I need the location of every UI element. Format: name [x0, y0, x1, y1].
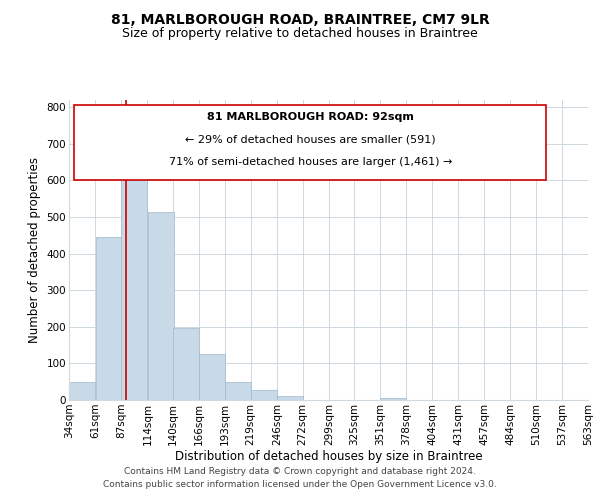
Y-axis label: Number of detached properties: Number of detached properties: [28, 157, 41, 343]
Bar: [173, 328, 199, 400]
Text: Size of property relative to detached houses in Braintree: Size of property relative to detached ho…: [122, 28, 478, 40]
Text: 71% of semi-detached houses are larger (1,461) →: 71% of semi-detached houses are larger (…: [169, 157, 452, 167]
FancyBboxPatch shape: [74, 104, 547, 180]
Bar: [199, 354, 224, 400]
Text: Contains public sector information licensed under the Open Government Licence v3: Contains public sector information licen…: [103, 480, 497, 489]
Bar: [121, 156, 147, 400]
Bar: [96, 237, 122, 400]
Bar: [70, 382, 95, 400]
Bar: [226, 382, 251, 400]
Bar: [277, 396, 303, 400]
Bar: [380, 398, 406, 400]
Text: 81, MARLBOROUGH ROAD, BRAINTREE, CM7 9LR: 81, MARLBOROUGH ROAD, BRAINTREE, CM7 9LR: [110, 12, 490, 26]
Bar: [148, 212, 173, 400]
Bar: [251, 390, 277, 400]
Text: 81 MARLBOROUGH ROAD: 92sqm: 81 MARLBOROUGH ROAD: 92sqm: [207, 112, 414, 122]
Text: ← 29% of detached houses are smaller (591): ← 29% of detached houses are smaller (59…: [185, 134, 436, 144]
Text: Contains HM Land Registry data © Crown copyright and database right 2024.: Contains HM Land Registry data © Crown c…: [124, 467, 476, 476]
X-axis label: Distribution of detached houses by size in Braintree: Distribution of detached houses by size …: [175, 450, 482, 464]
